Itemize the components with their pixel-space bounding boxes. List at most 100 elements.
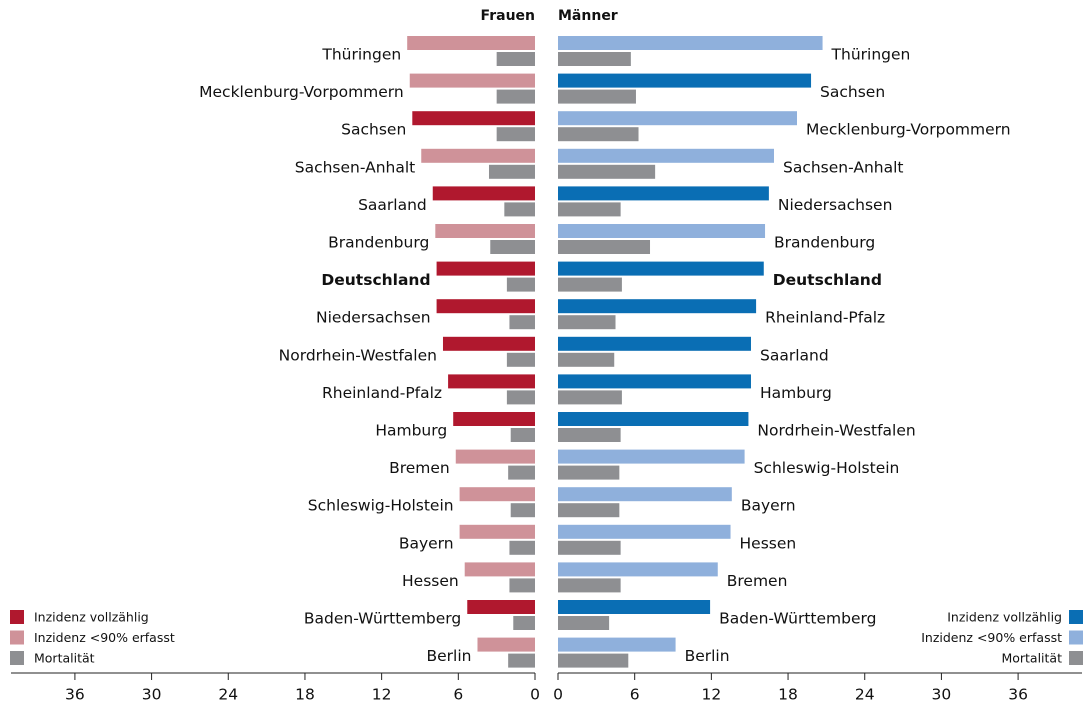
bar: [435, 224, 535, 238]
category-label: Rheinland-Pfalz: [322, 384, 442, 402]
bar: [558, 374, 751, 389]
category-label: Saarland: [358, 196, 427, 214]
category-label: Brandenburg: [774, 234, 875, 252]
bar: [432, 186, 535, 201]
category-label: Brandenburg: [328, 234, 429, 252]
bar: [442, 336, 535, 351]
bar: [558, 562, 718, 577]
x-tick-label: 24: [855, 686, 875, 704]
category-label: Bremen: [727, 572, 788, 590]
bar: [436, 261, 535, 276]
bar: [448, 374, 535, 389]
bar: [558, 503, 620, 518]
bar: [558, 578, 621, 593]
bar: [436, 299, 535, 314]
x-tick-label: 18: [295, 686, 315, 704]
bar: [558, 127, 639, 142]
bar: [558, 202, 621, 217]
legend-swatch: [1069, 610, 1083, 624]
category-label: Nordrhein-Westfalen: [757, 422, 915, 440]
bar: [509, 578, 535, 593]
bar: [558, 428, 621, 442]
category-label: Sachsen-Anhalt: [295, 158, 416, 176]
bar: [558, 465, 620, 480]
bar: [558, 637, 676, 652]
bar: [510, 503, 535, 518]
legend-swatch: [1069, 630, 1083, 645]
bar: [558, 616, 610, 630]
x-tick-label: 36: [65, 686, 85, 704]
bar: [558, 315, 616, 330]
bar: [558, 89, 636, 104]
bar: [509, 540, 535, 555]
bar: [558, 487, 732, 502]
category-label: Hessen: [740, 534, 797, 552]
category-label: Mecklenburg-Vorpommern: [806, 121, 1011, 139]
category-label: Mecklenburg-Vorpommern: [199, 83, 404, 101]
legend-label: Inzidenz vollzählig: [947, 610, 1062, 625]
bar: [558, 412, 749, 426]
bar: [409, 73, 535, 88]
bar: [558, 148, 774, 163]
x-tick-label: 12: [701, 686, 721, 704]
bar: [558, 449, 745, 464]
bar: [496, 89, 535, 104]
category-label: Bayern: [399, 534, 454, 552]
bar: [558, 299, 757, 314]
category-label: Bremen: [389, 459, 450, 477]
bar: [558, 240, 651, 254]
bar: [558, 261, 764, 276]
bar: [509, 315, 535, 330]
bar: [506, 390, 535, 405]
category-label: Baden-Württemberg: [304, 610, 461, 628]
category-label: Deutschland: [321, 271, 430, 289]
legend-swatch: [10, 651, 24, 665]
category-label: Sachsen: [820, 83, 885, 101]
legend-label: Inzidenz vollzählig: [34, 610, 149, 625]
bar: [506, 352, 535, 367]
legend-swatch: [10, 610, 24, 624]
category-label: Nordrhein-Westfalen: [279, 346, 437, 364]
bar: [558, 540, 621, 555]
bar: [558, 653, 629, 668]
category-label: Bayern: [741, 497, 796, 515]
bar: [467, 600, 535, 614]
legend-swatch: [10, 630, 24, 645]
bar: [504, 202, 535, 217]
bar: [558, 164, 656, 179]
x-tick-label: 6: [453, 686, 463, 704]
bar: [508, 653, 535, 668]
bar: [510, 428, 535, 442]
x-tick-label: 12: [372, 686, 392, 704]
bar: [464, 562, 535, 577]
bar: [412, 111, 535, 126]
bar: [496, 52, 535, 66]
category-label: Niedersachsen: [316, 309, 431, 327]
bar: [508, 465, 535, 480]
bar: [506, 277, 535, 292]
category-label: Deutschland: [773, 271, 882, 289]
x-tick-label: 6: [630, 686, 640, 704]
x-tick-label: 24: [218, 686, 238, 704]
category-label: Hamburg: [760, 384, 832, 402]
bar: [558, 352, 615, 367]
x-tick-label: 0: [553, 686, 563, 704]
category-label: Thüringen: [321, 46, 401, 64]
bar: [490, 240, 535, 254]
bar: [455, 449, 535, 464]
category-label: Berlin: [685, 647, 730, 665]
category-label: Schleswig-Holstein: [308, 497, 454, 515]
bar: [558, 336, 751, 351]
x-tick-label: 30: [142, 686, 162, 704]
legend-label: Inzidenz <90% erfasst: [34, 630, 175, 645]
bar: [558, 36, 823, 50]
category-label: Sachsen-Anhalt: [783, 158, 904, 176]
bar: [558, 277, 622, 292]
category-label: Rheinland-Pfalz: [765, 309, 885, 327]
bar: [488, 164, 535, 179]
x-tick-label: 0: [530, 686, 540, 704]
bar: [496, 127, 535, 142]
category-label: Hamburg: [375, 422, 447, 440]
legend-label: Mortalität: [34, 651, 95, 666]
